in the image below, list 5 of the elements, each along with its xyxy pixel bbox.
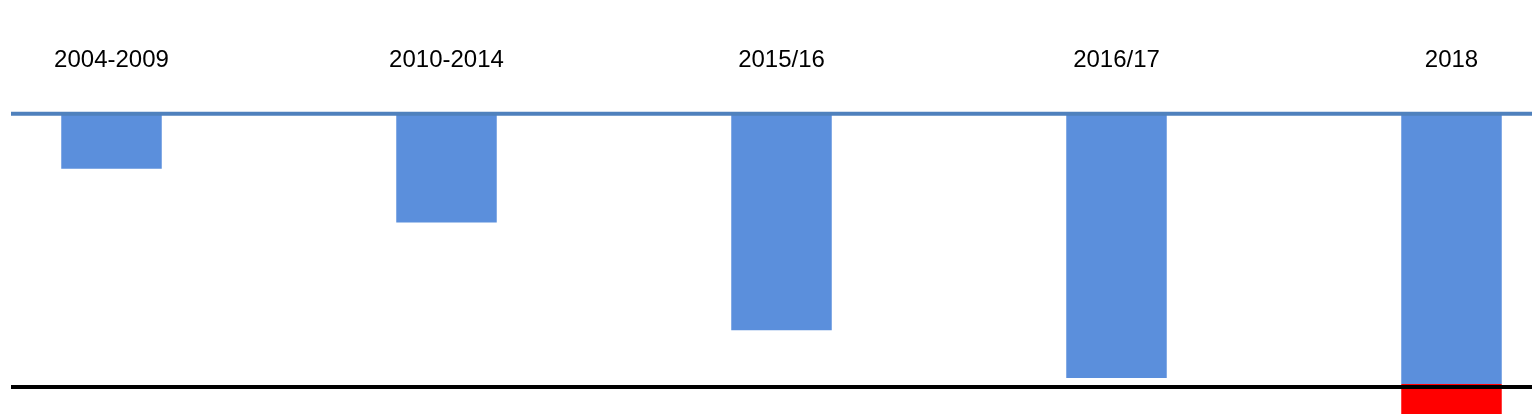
x-tick-label: 2018 xyxy=(1424,45,1479,73)
x-tick-label: 2010-2014 xyxy=(389,45,504,73)
x-tick-label: 2015/16 xyxy=(738,45,825,73)
x-tick-label: 2004-2009 xyxy=(54,45,169,73)
x-tick-label: 2016/17 xyxy=(1073,45,1160,73)
